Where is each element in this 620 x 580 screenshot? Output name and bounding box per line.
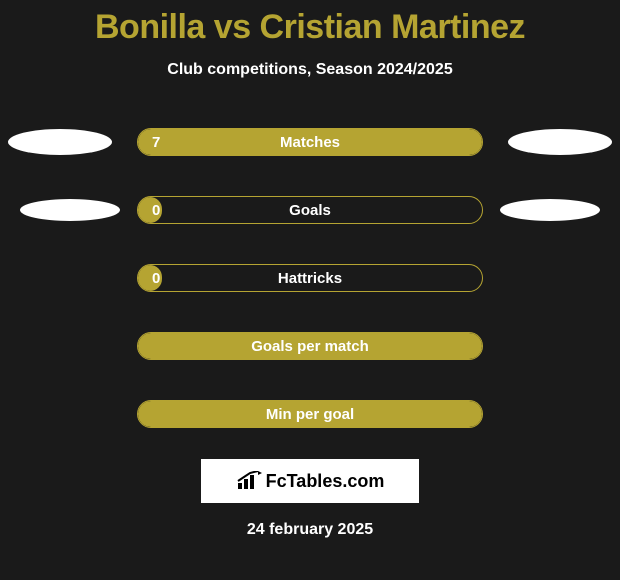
stat-bar: 0Hattricks — [137, 264, 483, 292]
stat-row: Goals per match — [0, 323, 620, 369]
page-title: Bonilla vs Cristian Martinez — [0, 0, 620, 47]
stat-row: 7Matches — [0, 119, 620, 165]
player-left-placeholder — [20, 199, 120, 221]
chart-icon — [236, 471, 262, 491]
stat-bar: 0Goals — [137, 196, 483, 224]
site-logo: FcTables.com — [201, 459, 419, 503]
page-subtitle: Club competitions, Season 2024/2025 — [0, 61, 620, 79]
player-right-placeholder — [500, 199, 600, 221]
stat-bar: Min per goal — [137, 400, 483, 428]
stat-rows: 7Matches 0Goals 0Hattricks Goals per match M… — [0, 119, 620, 437]
stat-label: Matches — [138, 134, 482, 151]
comparison-infographic: Bonilla vs Cristian Martinez Club compet… — [0, 0, 620, 539]
stat-row: Min per goal — [0, 391, 620, 437]
stat-row: 0Hattricks — [0, 255, 620, 301]
stat-label: Hattricks — [138, 270, 482, 287]
player-right-placeholder — [508, 129, 612, 155]
stat-row: 0Goals — [0, 187, 620, 233]
player-left-placeholder — [8, 129, 112, 155]
stat-label: Goals per match — [138, 338, 482, 355]
stat-bar: 7Matches — [137, 128, 483, 156]
logo-text: FcTables.com — [266, 471, 385, 492]
generated-date: 24 february 2025 — [0, 521, 620, 539]
stat-label: Min per goal — [138, 406, 482, 423]
stat-label: Goals — [138, 202, 482, 219]
stat-bar: Goals per match — [137, 332, 483, 360]
